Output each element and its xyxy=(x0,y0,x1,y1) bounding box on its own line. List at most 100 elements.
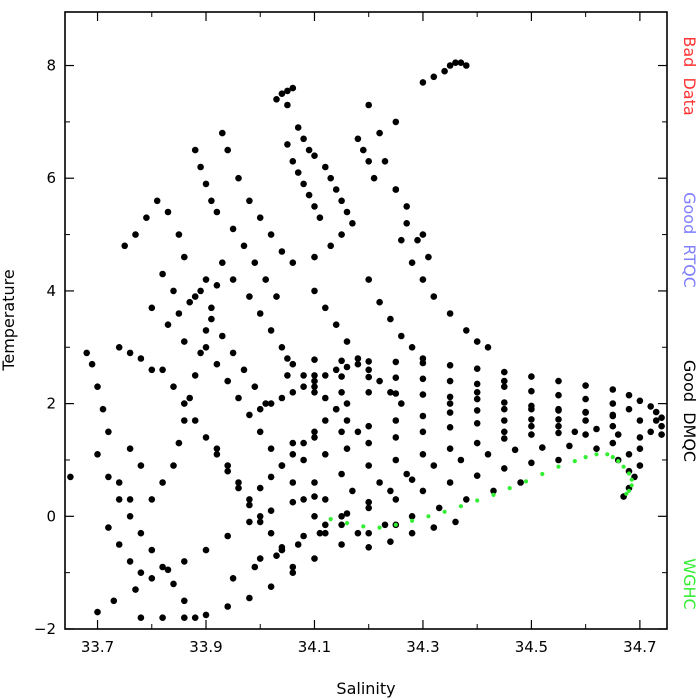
data-point xyxy=(419,231,427,238)
x-axis-title: Salinity xyxy=(336,679,395,698)
data-point xyxy=(137,529,145,537)
data-point xyxy=(349,220,356,227)
data-point xyxy=(202,327,210,334)
data-point xyxy=(626,471,632,476)
data-point xyxy=(311,513,318,520)
data-point xyxy=(83,349,90,357)
data-point xyxy=(332,186,340,193)
data-point xyxy=(170,580,177,588)
data-point xyxy=(430,524,438,531)
data-point xyxy=(419,391,427,398)
data-point xyxy=(343,363,351,371)
data-point xyxy=(572,459,577,464)
data-point xyxy=(408,259,416,267)
data-point xyxy=(555,416,562,423)
data-point xyxy=(528,405,535,413)
data-point xyxy=(224,467,231,475)
data-point xyxy=(289,439,297,447)
data-point xyxy=(605,452,610,457)
y-tick-label: 2 xyxy=(46,395,56,413)
data-point xyxy=(273,293,280,300)
data-point xyxy=(246,594,253,602)
data-point xyxy=(300,180,307,188)
data-point xyxy=(115,541,123,548)
data-point xyxy=(408,476,416,484)
data-point xyxy=(446,310,454,317)
data-point xyxy=(566,442,573,450)
data-point xyxy=(528,387,535,395)
x-tick-label: 33.7 xyxy=(81,638,114,656)
data-point xyxy=(137,614,145,621)
data-point xyxy=(452,59,459,66)
data-point xyxy=(452,518,459,526)
data-point xyxy=(322,394,329,402)
data-point xyxy=(229,225,237,233)
data-point xyxy=(105,524,112,531)
data-point xyxy=(636,462,644,469)
data-point xyxy=(473,407,481,414)
data-point xyxy=(365,276,373,283)
data-point xyxy=(392,496,400,503)
data-point xyxy=(273,552,280,559)
data-point xyxy=(256,513,264,520)
data-point xyxy=(322,417,329,424)
data-point xyxy=(262,276,270,283)
data-point xyxy=(419,451,427,458)
data-point xyxy=(300,372,307,379)
data-point xyxy=(556,464,561,469)
data-point xyxy=(594,452,599,457)
data-point xyxy=(278,248,286,255)
data-point xyxy=(229,575,237,582)
data-point xyxy=(289,498,297,506)
data-point xyxy=(246,197,253,205)
data-point xyxy=(294,124,302,131)
data-point xyxy=(262,400,270,407)
legend-label: Bad Data xyxy=(680,36,699,115)
y-tick-label: 8 xyxy=(46,57,56,75)
data-point xyxy=(392,417,400,424)
data-point xyxy=(343,338,351,345)
data-point xyxy=(311,152,318,159)
data-point xyxy=(392,186,400,193)
data-point xyxy=(148,575,156,582)
data-point xyxy=(229,276,237,283)
data-point xyxy=(213,451,221,458)
data-point xyxy=(294,541,302,548)
data-point xyxy=(365,389,373,396)
data-point xyxy=(213,208,221,216)
data-point xyxy=(338,197,345,205)
data-point xyxy=(191,417,199,424)
data-point xyxy=(267,400,275,407)
data-point xyxy=(609,412,617,420)
data-point xyxy=(403,220,411,227)
data-point xyxy=(208,197,215,205)
data-point xyxy=(332,366,340,374)
data-point xyxy=(624,491,629,496)
data-point xyxy=(636,417,644,424)
data-point xyxy=(240,366,248,374)
data-point xyxy=(338,521,345,529)
data-point xyxy=(202,276,210,283)
data-point xyxy=(99,405,107,413)
data-point xyxy=(625,391,633,399)
data-point xyxy=(430,73,438,81)
y-tick-label: 4 xyxy=(46,282,56,300)
data-point xyxy=(256,484,264,492)
data-point xyxy=(392,456,400,464)
data-point xyxy=(159,270,166,278)
data-point xyxy=(267,529,275,537)
data-point xyxy=(473,439,481,447)
data-point xyxy=(289,563,297,571)
data-point xyxy=(115,496,123,503)
data-point xyxy=(626,488,632,493)
data-point xyxy=(115,344,123,351)
data-point xyxy=(300,456,307,464)
data-point xyxy=(115,479,123,486)
data-point xyxy=(170,462,177,469)
data-point xyxy=(430,462,438,469)
data-point xyxy=(294,169,302,176)
data-point xyxy=(343,445,351,453)
data-point xyxy=(175,310,183,317)
data-point xyxy=(213,282,221,289)
data-point xyxy=(419,428,427,436)
